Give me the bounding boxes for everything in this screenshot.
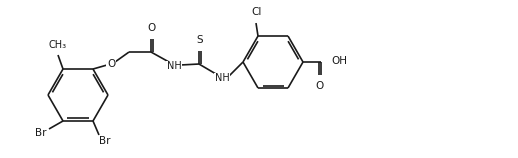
Text: CH₃: CH₃ xyxy=(49,40,67,50)
Text: Cl: Cl xyxy=(252,7,262,17)
Text: Br: Br xyxy=(99,136,111,146)
Text: O: O xyxy=(316,81,324,91)
Text: O: O xyxy=(147,23,155,33)
Text: O: O xyxy=(107,59,115,69)
Text: Br: Br xyxy=(35,128,47,138)
Text: S: S xyxy=(197,35,203,45)
Text: OH: OH xyxy=(331,56,347,66)
Text: NH: NH xyxy=(214,73,229,83)
Text: NH: NH xyxy=(167,61,181,71)
